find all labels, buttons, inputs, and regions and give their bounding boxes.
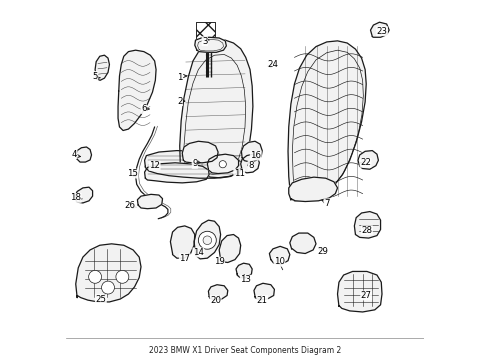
Polygon shape bbox=[75, 187, 93, 203]
Text: 11: 11 bbox=[234, 169, 245, 178]
Bar bbox=[196, 22, 215, 41]
Polygon shape bbox=[219, 234, 241, 262]
Text: 21: 21 bbox=[257, 296, 268, 305]
Text: 13: 13 bbox=[240, 275, 251, 284]
Text: 16: 16 bbox=[250, 151, 261, 160]
Polygon shape bbox=[118, 50, 156, 131]
Text: 2: 2 bbox=[177, 96, 182, 105]
Circle shape bbox=[203, 236, 212, 244]
Polygon shape bbox=[208, 285, 228, 300]
Text: 8: 8 bbox=[248, 161, 253, 170]
Polygon shape bbox=[196, 22, 215, 41]
Text: 9: 9 bbox=[192, 159, 197, 168]
Text: 19: 19 bbox=[214, 257, 224, 266]
Text: 15: 15 bbox=[127, 169, 138, 178]
Text: 6: 6 bbox=[141, 104, 147, 113]
Polygon shape bbox=[195, 37, 226, 52]
Text: 17: 17 bbox=[179, 254, 190, 263]
Circle shape bbox=[219, 161, 226, 168]
Polygon shape bbox=[254, 283, 274, 300]
Polygon shape bbox=[236, 263, 252, 278]
Polygon shape bbox=[194, 158, 202, 173]
Polygon shape bbox=[241, 154, 259, 173]
Circle shape bbox=[116, 270, 129, 283]
Polygon shape bbox=[242, 141, 262, 162]
Polygon shape bbox=[171, 226, 195, 258]
Polygon shape bbox=[289, 177, 338, 202]
Text: 14: 14 bbox=[193, 248, 204, 257]
Text: 24: 24 bbox=[268, 60, 278, 69]
Text: 5: 5 bbox=[92, 72, 98, 81]
Polygon shape bbox=[354, 212, 381, 238]
Polygon shape bbox=[207, 154, 239, 174]
Polygon shape bbox=[290, 233, 316, 253]
Text: 28: 28 bbox=[362, 226, 372, 235]
Text: 23: 23 bbox=[376, 27, 388, 36]
Text: 29: 29 bbox=[318, 247, 329, 256]
Text: 25: 25 bbox=[96, 294, 106, 303]
Text: 26: 26 bbox=[125, 201, 136, 210]
Polygon shape bbox=[358, 150, 378, 169]
Polygon shape bbox=[182, 141, 218, 163]
Text: 18: 18 bbox=[70, 193, 81, 202]
Polygon shape bbox=[270, 246, 290, 264]
Polygon shape bbox=[76, 147, 92, 162]
Text: 7: 7 bbox=[324, 199, 329, 208]
Polygon shape bbox=[370, 22, 389, 37]
Polygon shape bbox=[137, 194, 163, 209]
Text: 2023 BMW X1 Driver Seat Components Diagram 2: 2023 BMW X1 Driver Seat Components Diagr… bbox=[149, 346, 341, 355]
Text: 22: 22 bbox=[360, 158, 371, 167]
Text: 20: 20 bbox=[210, 296, 221, 305]
Text: 4: 4 bbox=[72, 150, 77, 159]
Text: 3: 3 bbox=[202, 37, 208, 46]
Text: 12: 12 bbox=[149, 161, 160, 170]
Text: 1: 1 bbox=[177, 73, 182, 82]
Circle shape bbox=[198, 231, 216, 249]
Polygon shape bbox=[76, 244, 141, 302]
Text: 10: 10 bbox=[274, 257, 285, 266]
Text: 27: 27 bbox=[361, 291, 372, 300]
Circle shape bbox=[89, 270, 101, 283]
Polygon shape bbox=[180, 40, 253, 178]
Polygon shape bbox=[288, 41, 366, 201]
Polygon shape bbox=[338, 271, 382, 312]
Polygon shape bbox=[194, 220, 221, 259]
Polygon shape bbox=[95, 55, 109, 80]
Polygon shape bbox=[145, 163, 209, 183]
Polygon shape bbox=[145, 150, 242, 178]
Circle shape bbox=[101, 281, 115, 294]
